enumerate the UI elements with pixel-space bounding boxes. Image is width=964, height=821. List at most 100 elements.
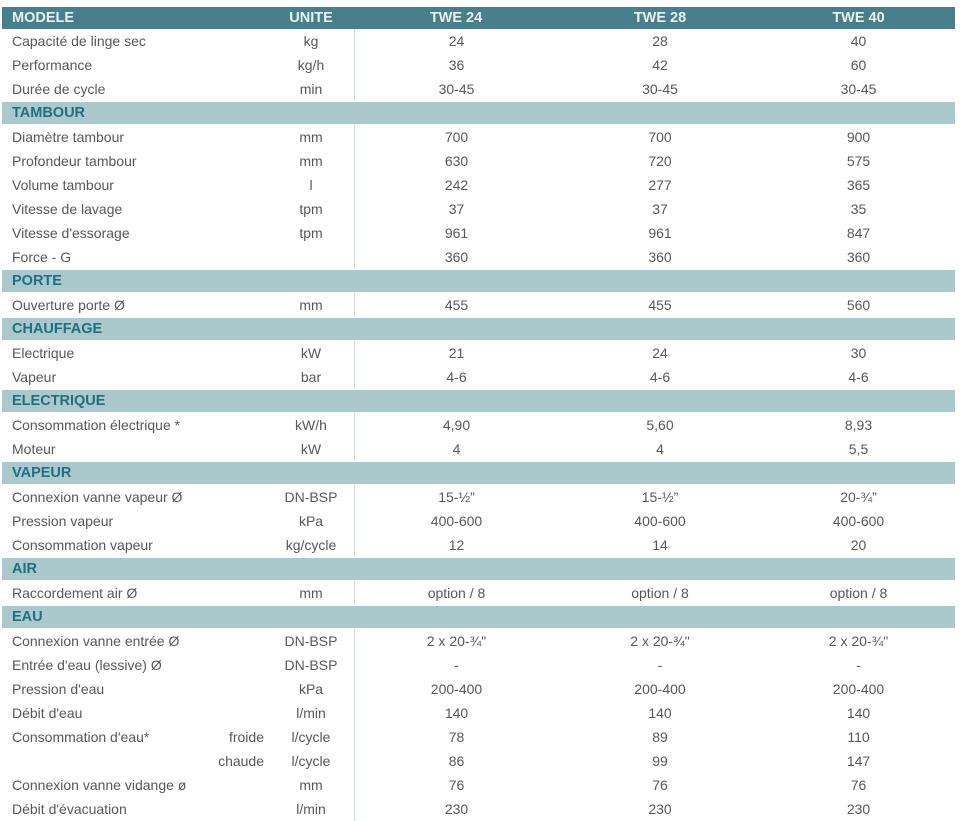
row-value-twe28: 400-600: [634, 513, 686, 529]
table-row: Durée de cycle min 30-45 30-45 30-45: [2, 77, 955, 101]
row-label: Force - G: [12, 249, 72, 265]
section-header-tambour: TAMBOUR: [2, 102, 955, 124]
row-value-twe28: 5,60: [646, 417, 674, 433]
row-value-twe28: option / 8: [631, 585, 689, 601]
row-value-twe28: 4-6: [649, 369, 671, 385]
row-value-twe28: 277: [648, 177, 672, 193]
row-unit: DN-BSP: [284, 657, 338, 673]
table-row: Débit d'eau l/min 140 140 140: [2, 701, 955, 725]
row-value-twe24: 700: [354, 125, 558, 149]
row-value-twe24: 400-600: [354, 509, 558, 533]
row-value-twe28: 961: [648, 225, 672, 241]
table-row: Consommation électrique * kW/h 4,90 5,60 8,9…: [2, 413, 955, 437]
table-row: Electrique kW 21 24 30: [2, 341, 955, 365]
row-value-twe40: 900: [846, 129, 871, 145]
row-value-twe40: 76: [850, 777, 867, 793]
row-unit: kg/h: [297, 57, 325, 73]
row-value-twe24: 30-45: [354, 77, 558, 101]
row-value-twe40: 400-600: [832, 513, 885, 529]
row-value-twe28: 200-400: [634, 681, 686, 697]
row-label: Electrique: [12, 345, 75, 361]
table-row: Profondeur tambour mm 630 720 575: [2, 149, 955, 173]
row-value-twe28: 24: [652, 345, 668, 361]
section-title: ELECTRIQUE: [12, 393, 106, 409]
row-value-twe28: 89: [652, 729, 668, 745]
table-row: Consommation vapeur kg/cycle 12 14 20: [2, 533, 955, 557]
row-value-twe40: 20-¾”: [840, 489, 877, 505]
table-row: Pression d'eau kPa 200-400 200-400 200-400: [2, 677, 955, 701]
row-value-twe24: 21: [354, 341, 558, 365]
row-sublabel: chaude: [218, 753, 264, 769]
row-value-twe24: 37: [354, 197, 558, 221]
row-value-twe40: 110: [847, 729, 870, 745]
row-value-twe40: 365: [846, 177, 871, 193]
section-title: VAPEUR: [12, 465, 72, 481]
row-unit: bar: [300, 369, 322, 385]
row-label: Raccordement air Ø: [12, 585, 138, 601]
row-value-twe40: 4-6: [848, 369, 869, 385]
table-row: Performance kg/h 36 42 60: [2, 53, 955, 77]
row-value-twe40: 60: [850, 57, 867, 73]
row-label: Vitesse d'essorage: [12, 225, 130, 241]
row-value-twe28: 360: [648, 249, 672, 265]
row-value-twe24: -: [354, 653, 558, 677]
row-value-twe24: 230: [354, 797, 558, 821]
section-title: CHAUFFAGE: [12, 321, 103, 337]
table-row: chaude l/cycle 86 99 147: [2, 749, 955, 773]
row-value-twe40: 8,93: [844, 417, 873, 433]
row-value-twe28: 99: [652, 753, 668, 769]
row-value-twe28: 4: [656, 441, 664, 457]
header-unit-label: UNITE: [289, 10, 333, 26]
table-row: Force - G 360 360 360: [2, 245, 955, 269]
row-unit: mm: [299, 153, 323, 169]
row-value-twe28: 28: [652, 33, 668, 49]
row-label: Ouverture porte Ø: [12, 297, 125, 313]
table-row: Moteur kW 4 4 5,5: [2, 437, 955, 461]
table-row: Ouverture porte Ø mm 455 455 560: [2, 293, 955, 317]
row-label: Pression d'eau: [12, 681, 105, 697]
row-value-twe24: 455: [354, 293, 558, 317]
row-label: Moteur: [12, 441, 56, 457]
row-value-twe24: 36: [354, 53, 558, 77]
section-title: EAU: [12, 609, 43, 625]
row-label: Connexion vanne entrée Ø: [12, 633, 180, 649]
row-value-twe28: -: [657, 657, 663, 673]
row-unit: l/cycle: [291, 729, 331, 745]
row-value-twe40: 147: [846, 753, 871, 769]
row-value-twe40: 2 x 20-¾": [828, 633, 889, 649]
row-label: Vapeur: [12, 369, 57, 385]
header-model-twe24: TWE 24: [429, 10, 483, 26]
row-value-twe28: 2 x 20-¾": [630, 633, 690, 649]
row-label: Débit d'eau: [12, 705, 83, 721]
row-value-twe24: 24: [354, 29, 558, 53]
section-header-eau: EAU: [2, 606, 955, 628]
row-label: Consommation vapeur: [12, 537, 153, 553]
row-unit: mm: [299, 585, 323, 601]
table-row: Entrée d'eau (lessive) Ø DN-BSP - - -: [2, 653, 955, 677]
row-value-twe40: 575: [846, 153, 871, 169]
row-label: Connexion vanne vapeur Ø: [12, 489, 183, 505]
row-value-twe40: option / 8: [829, 585, 888, 601]
row-value-twe40: 40: [850, 33, 867, 49]
table-row: Connexion vanne vidange ø mm 76 76 76: [2, 773, 955, 797]
table-row: Connexion vanne vapeur Ø DN-BSP 15-½” 15-½”…: [2, 485, 955, 509]
row-value-twe24: 15-½”: [354, 485, 558, 509]
table-body: Capacité de linge sec kg 24 28 40 Performance…: [2, 29, 955, 821]
row-value-twe40: 5,5: [848, 441, 869, 457]
section-header-vapeur: VAPEUR: [2, 462, 955, 484]
row-value-twe24: 86: [354, 749, 558, 773]
table-header-row: MODELE UNITE TWE 24 TWE 28 TWE 40: [2, 7, 955, 29]
row-value-twe40: 360: [846, 249, 871, 265]
row-label: Débit d'évacuation: [12, 801, 127, 817]
table-row: Volume tambour l 242 277 365: [2, 173, 955, 197]
row-unit: l: [309, 177, 313, 193]
row-unit: mm: [299, 129, 323, 145]
row-value-twe28: 76: [652, 777, 668, 793]
section-header-porte: PORTE: [2, 270, 955, 292]
row-unit: l/cycle: [291, 753, 331, 769]
row-label: Consommation d'eau*: [12, 729, 150, 745]
section-title: TAMBOUR: [12, 105, 86, 121]
row-value-twe24: 200-400: [354, 677, 558, 701]
table-row: Connexion vanne entrée Ø DN-BSP 2 x 20-¾" 2…: [2, 629, 955, 653]
row-unit: kg: [303, 33, 319, 49]
